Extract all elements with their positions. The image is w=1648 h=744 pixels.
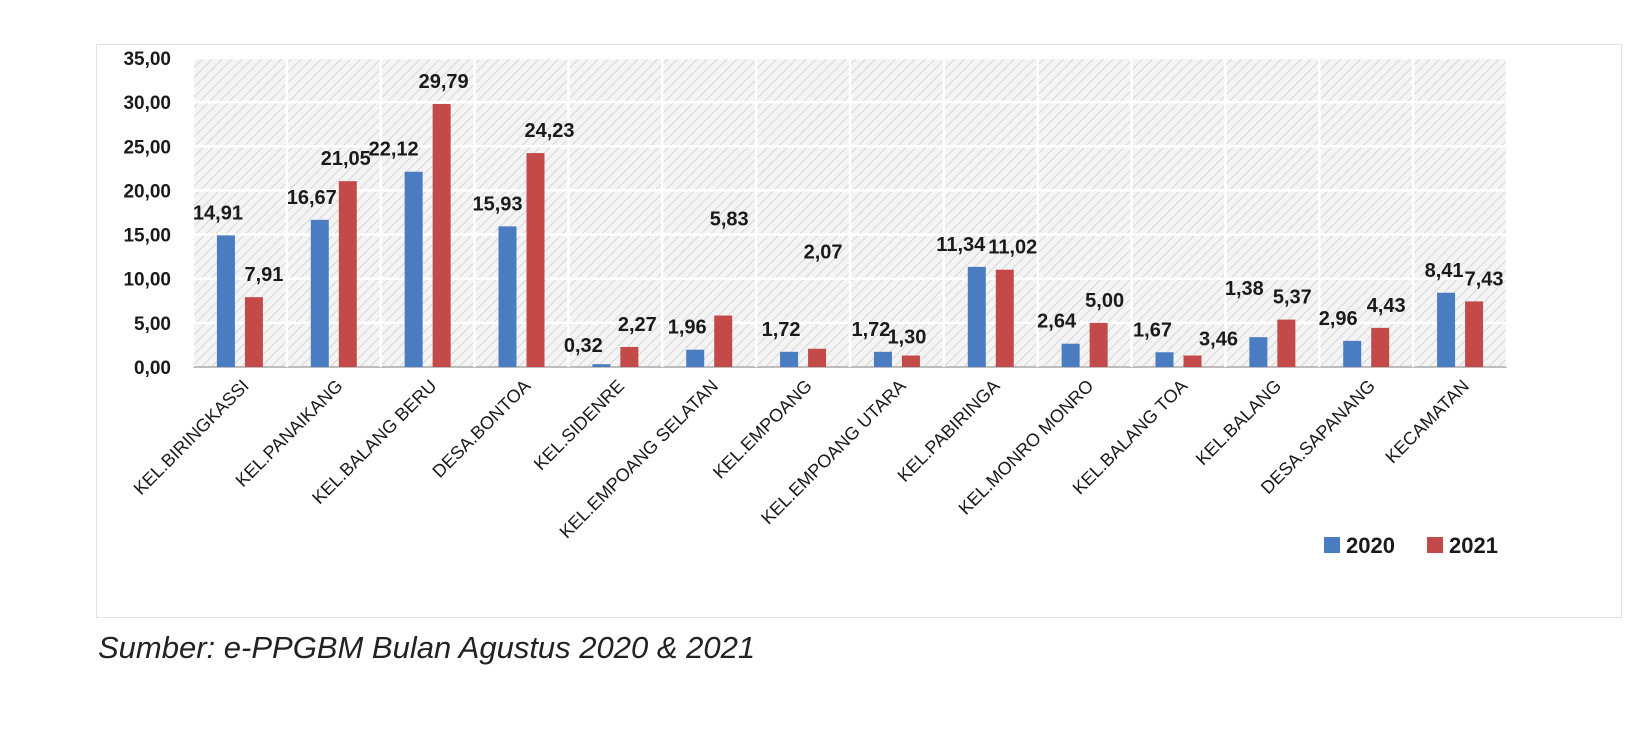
data-label-2020-3: 15,93	[472, 193, 522, 215]
x-category-label: KECAMATAN	[1381, 376, 1472, 467]
y-tick-label: 5,00	[134, 314, 171, 335]
bar-2020-12	[1343, 340, 1362, 367]
data-label-2020-8: 11,34	[936, 234, 986, 256]
bar-2021-3	[526, 153, 545, 367]
bar-2020-2	[404, 171, 423, 367]
bar-2020-6	[780, 351, 799, 367]
bar-2021-10	[1183, 355, 1202, 367]
source-note: Sumber: e-PPGBM Bulan Agustus 2020 & 202…	[98, 630, 756, 665]
data-label-2020-5: 1,96	[668, 317, 707, 339]
x-category-label: KEL.EMPOANG SELATAN	[556, 376, 722, 542]
bar-2020-10	[1155, 352, 1174, 367]
data-label-2021-12: 4,43	[1367, 295, 1406, 317]
data-label-2020-0: 14,91	[193, 202, 243, 224]
bar-2020-3	[498, 226, 517, 367]
y-tick-label: 10,00	[123, 270, 171, 291]
data-label-2021-3: 24,23	[524, 120, 574, 142]
y-tick-label: 0,00	[134, 358, 171, 379]
data-label-2020-10: 1,67	[1133, 319, 1172, 341]
bar-2020-11	[1249, 337, 1268, 367]
data-label-2021-0: 7,91	[244, 264, 283, 286]
bar-2020-8	[967, 266, 986, 367]
bar-2020-1	[310, 219, 329, 367]
bar-2021-8	[995, 269, 1014, 367]
data-label-2020-6: 1,72	[762, 319, 801, 341]
x-category-label: DESA.BONTOA	[428, 376, 534, 482]
chart-panel: 0,00 5,00 10,00 15,00 20,00 25,00 30,00 35,00 1…	[96, 44, 1622, 618]
data-label-2020-13: 8,41	[1425, 260, 1464, 282]
bar-2021-13	[1465, 301, 1484, 367]
bar-2021-2	[432, 103, 451, 367]
bar-2020-9	[1061, 343, 1080, 367]
data-label-2021-8: 11,02	[988, 237, 1037, 259]
data-label-2021-7: 1,30	[887, 327, 926, 349]
data-label-2020-2: 22,12	[369, 139, 419, 161]
data-label-2020-4: 0,32	[564, 335, 603, 357]
bar-2021-0	[244, 297, 263, 367]
bar-2020-5	[686, 349, 705, 367]
x-category-label: KEL.EMPOANG	[709, 376, 816, 483]
legend-label-2021: 2021	[1449, 533, 1498, 558]
y-tick-label: 25,00	[123, 137, 171, 158]
data-label-2021-11: 5,37	[1273, 287, 1312, 309]
data-label-2021-10: 3,46	[1199, 329, 1238, 351]
bar-2021-7	[901, 355, 920, 367]
bar-2021-4	[620, 346, 639, 367]
bar-chart: 0,00 5,00 10,00 15,00 20,00 25,00 30,00 35,00 1…	[123, 49, 1509, 558]
data-label-2020-11: 1,38	[1225, 278, 1264, 300]
bar-2021-6	[808, 348, 827, 367]
y-tick-label: 15,00	[123, 226, 171, 247]
data-label-2021-9: 5,00	[1085, 290, 1124, 312]
bar-2021-9	[1089, 322, 1108, 367]
bar-2020-0	[216, 235, 235, 367]
bar-2021-5	[714, 315, 733, 367]
y-tick-label: 20,00	[123, 181, 171, 202]
data-label-2021-13: 7,43	[1465, 268, 1504, 290]
data-label-2020-9: 2,64	[1037, 311, 1077, 333]
bar-2020-7	[873, 351, 892, 367]
x-category-label: KEL.SIDENRE	[530, 376, 628, 474]
data-label-2021-2: 29,79	[419, 71, 469, 93]
legend-label-2020: 2020	[1346, 533, 1395, 558]
bar-2020-13	[1437, 292, 1456, 367]
data-label-2021-5: 5,83	[710, 209, 749, 231]
bar-2021-11	[1277, 319, 1296, 367]
legend-swatch-2020	[1324, 537, 1340, 553]
bar-2021-12	[1371, 327, 1390, 367]
y-tick-label: 30,00	[123, 93, 171, 114]
bar-2021-1	[338, 181, 357, 367]
data-label-2020-7: 1,72	[851, 319, 890, 341]
x-category-label: KEL.BALANG	[1192, 376, 1285, 469]
data-label-2020-12: 2,96	[1319, 308, 1358, 330]
y-tick-label: 35,00	[123, 49, 171, 70]
legend-swatch-2021	[1427, 537, 1443, 553]
data-label-2020-1: 16,67	[287, 187, 337, 209]
x-category-label: KEL.PABIRINGA	[894, 376, 1004, 486]
data-label-2021-4: 2,27	[618, 314, 657, 336]
data-label-2021-1: 21,05	[321, 148, 371, 170]
data-label-2021-6: 2,07	[804, 242, 843, 264]
bar-2020-4	[592, 364, 611, 367]
